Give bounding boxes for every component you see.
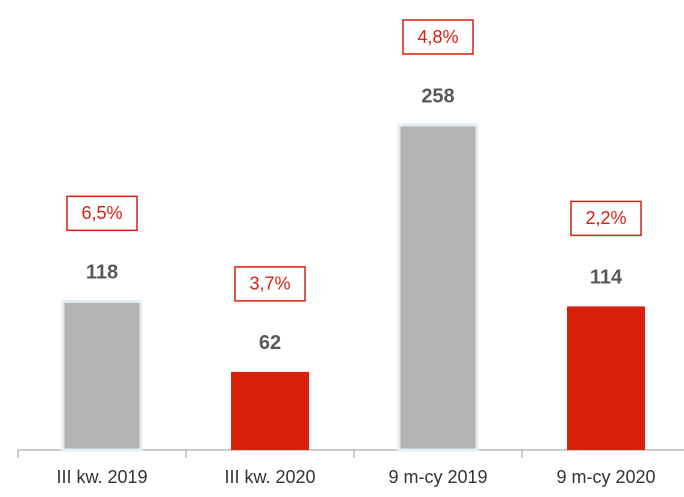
annotation-box	[402, 19, 474, 55]
x-tick-label: III kw. 2019	[56, 467, 147, 487]
bar	[397, 123, 479, 452]
annotation: 6,5%	[81, 203, 122, 223]
data-label: 118	[86, 262, 118, 284]
annotation: 3,7%	[249, 274, 290, 294]
data-label: 62	[259, 332, 281, 354]
bar	[231, 371, 309, 450]
annotation-box	[66, 195, 138, 232]
data-label: 114	[590, 267, 623, 289]
x-tick-label: III kw. 2020	[224, 467, 315, 487]
annotation: 4,8%	[417, 27, 458, 47]
annotation-box	[570, 200, 642, 237]
annotation-box	[234, 266, 306, 302]
data-label: 258	[421, 85, 454, 107]
bar	[61, 299, 143, 452]
x-tick-label: 9 m-cy 2019	[388, 467, 487, 487]
bar	[567, 306, 645, 450]
annotation: 2,2%	[585, 208, 626, 228]
x-tick-label: 9 m-cy 2020	[556, 467, 655, 487]
